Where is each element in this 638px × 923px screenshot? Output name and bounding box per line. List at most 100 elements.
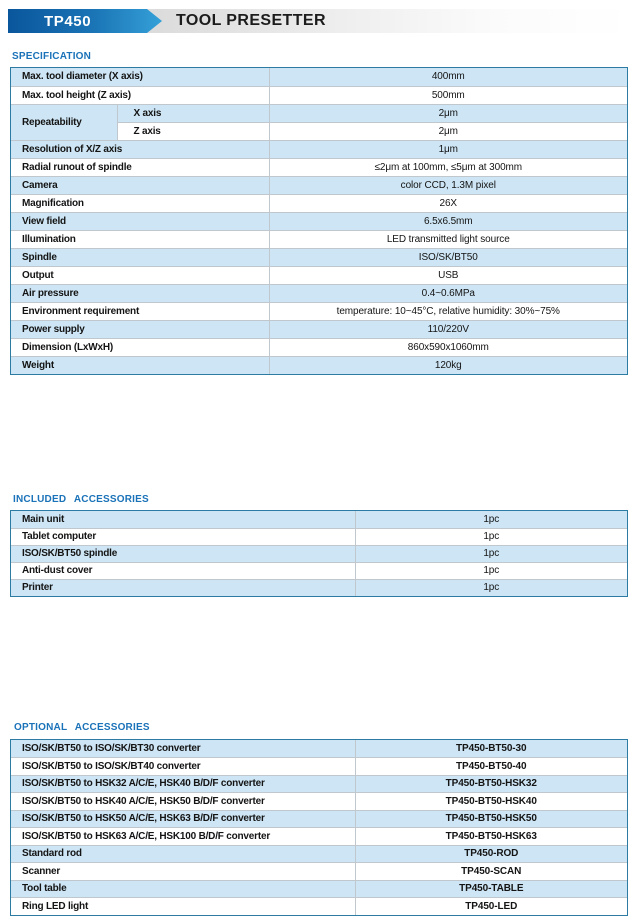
spec-group-cell: Repeatability (11, 104, 118, 141)
accessory-name-cell: Ring LED light (11, 897, 356, 915)
part-number-cell: TP450-ROD (355, 845, 627, 863)
table-row: Scanner TP450-SCAN (11, 862, 627, 881)
part-number-cell: TP450-BT50-30 (355, 740, 627, 758)
specification-table: Max. tool diameter (X axis) 400mm Max. t… (10, 67, 628, 375)
accessory-qty-cell: 1pc (355, 562, 627, 580)
accessory-name-cell: ISO/SK/BT50 to ISO/SK/BT40 converter (11, 757, 356, 776)
accessory-name-cell: Tablet computer (11, 528, 356, 546)
spec-value-cell: 6.5x6.5mm (269, 212, 627, 231)
table-row: Repeatability X axis 2μm (11, 104, 627, 141)
table-row: Weight 120kg (11, 356, 627, 374)
spec-label-cell: Power supply (11, 320, 270, 339)
part-number-cell: TP450-BT50-HSK40 (355, 792, 627, 811)
spec-value-cell: 400mm (269, 68, 627, 87)
model-name: TP450 (44, 12, 92, 30)
spec-value-cell: 500mm (269, 86, 627, 105)
accessory-qty-cell: 1pc (355, 545, 627, 563)
table-row: Main unit 1pc (11, 511, 627, 529)
part-number-cell: TP450-BT50-HSK63 (355, 827, 627, 846)
table-row: Illumination LED transmitted light sourc… (11, 230, 627, 249)
spec-sublabel-cell: Z axis (117, 122, 270, 141)
table-row: Z axis 2μm (11, 122, 627, 141)
table-row: Air pressure 0.4~0.6MPa (11, 284, 627, 303)
accessory-name-cell: Anti-dust cover (11, 562, 356, 580)
spec-label-cell: Illumination (11, 230, 270, 249)
accessory-qty-cell: 1pc (355, 528, 627, 546)
spec-value-cell: color CCD, 1.3M pixel (269, 176, 627, 195)
spec-label-cell: Output (11, 266, 270, 285)
accessory-name-cell: Scanner (11, 862, 356, 881)
table-row: Max. tool diameter (X axis) 400mm (11, 68, 627, 87)
table-row: Resolution of X/Z axis 1μm (11, 140, 627, 159)
spec-value-cell: 1μm (269, 140, 627, 159)
spec-value-cell: 860x590x1060mm (269, 338, 627, 357)
part-number-cell: TP450-BT50-HSK32 (355, 775, 627, 793)
spec-label-cell: Spindle (11, 248, 270, 267)
table-row: ISO/SK/BT50 spindle 1pc (11, 545, 627, 563)
optional-accessories-table: ISO/SK/BT50 to ISO/SK/BT30 converter TP4… (10, 739, 628, 916)
spec-label-cell: Max. tool height (Z axis) (11, 86, 270, 105)
spec-value-cell: 120kg (434, 359, 462, 371)
spec-value-cell: USB (269, 266, 627, 285)
accessory-name-cell: ISO/SK/BT50 to HSK50 A/C/E, HSK63 B/D/F … (11, 810, 356, 828)
spec-value-cell: 2μm (269, 122, 627, 141)
accessory-name-cell: ISO/SK/BT50 to HSK40 A/C/E, HSK50 B/D/F … (11, 792, 356, 811)
table-row: Dimension (LxWxH) 860x590x1060mm (11, 338, 627, 357)
accessory-name-cell: Printer (11, 579, 356, 596)
section-title-optional-accessories: OPTIONAL ACCESSORIES (14, 722, 150, 733)
table-row: Tablet computer 1pc (11, 528, 627, 546)
table-row: Anti-dust cover 1pc (11, 562, 627, 580)
accessory-name-cell: ISO/SK/BT50 to ISO/SK/BT30 converter (11, 740, 356, 758)
table-row: Environment requirement temperature: 10~… (11, 302, 627, 321)
spec-sublabel-cell: X axis (117, 104, 270, 123)
spec-value-cell: 110/220V (269, 320, 627, 339)
accessory-qty-cell: 1pc (483, 582, 500, 594)
table-row: Max. tool height (Z axis) 500mm (11, 86, 627, 105)
spec-value-cell: LED transmitted light source (269, 230, 627, 249)
accessory-name-cell: Standard rod (11, 845, 356, 863)
spec-label-cell: Magnification (11, 194, 270, 213)
spec-label-cell: Weight (11, 356, 270, 374)
spec-label-cell: Environment requirement (11, 302, 270, 321)
table-row: ISO/SK/BT50 to HSK50 A/C/E, HSK63 B/D/F … (11, 810, 627, 828)
part-number-cell: TP450-BT50-HSK50 (355, 810, 627, 828)
accessory-name-cell: ISO/SK/BT50 to HSK63 A/C/E, HSK100 B/D/F… (11, 827, 356, 846)
table-row: Printer 1pc (11, 579, 627, 596)
section-title-specification: SPECIFICATION (12, 51, 92, 62)
accessory-name-cell: ISO/SK/BT50 spindle (11, 545, 356, 563)
table-row: Power supply 110/220V (11, 320, 627, 339)
table-row: Magnification 26X (11, 194, 627, 213)
spec-value-cell: 0.4~0.6MPa (269, 284, 627, 303)
part-number-cell: TP450-BT50-40 (355, 757, 627, 776)
table-row: ISO/SK/BT50 to HSK63 A/C/E, HSK100 B/D/F… (11, 827, 627, 846)
table-row: Spindle ISO/SK/BT50 (11, 248, 627, 267)
table-row: Camera color CCD, 1.3M pixel (11, 176, 627, 195)
section-title-included-accessories: INCLUDED ACCESSORIES (13, 494, 149, 505)
spec-label-cell: Radial runout of spindle (11, 158, 270, 177)
included-accessories-table: Main unit 1pc Tablet computer 1pc ISO/SK… (10, 510, 628, 597)
model-banner-arrow: TP450 (8, 9, 162, 33)
spec-label-cell: Max. tool diameter (X axis) (11, 68, 270, 87)
table-row: ISO/SK/BT50 to HSK32 A/C/E, HSK40 B/D/F … (11, 775, 627, 793)
accessory-qty-cell: 1pc (355, 511, 627, 529)
accessory-name-cell: ISO/SK/BT50 to HSK32 A/C/E, HSK40 B/D/F … (11, 775, 356, 793)
table-row: Ring LED light TP450-LED (11, 897, 627, 915)
spec-value-cell: temperature: 10~45°C, relative humidity:… (269, 302, 627, 321)
table-row: ISO/SK/BT50 to ISO/SK/BT40 converter TP4… (11, 757, 627, 776)
table-row: View field 6.5x6.5mm (11, 212, 627, 231)
spec-label-cell: View field (11, 212, 270, 231)
spec-value-cell: ≤2μm at 100mm, ≤5μm at 300mm (269, 158, 627, 177)
table-row: Standard rod TP450-ROD (11, 845, 627, 863)
table-row: ISO/SK/BT50 to HSK40 A/C/E, HSK50 B/D/F … (11, 792, 627, 811)
spec-label-cell: Dimension (LxWxH) (11, 338, 270, 357)
spec-label-cell: Resolution of X/Z axis (11, 140, 270, 159)
table-row: ISO/SK/BT50 to ISO/SK/BT30 converter TP4… (11, 740, 627, 758)
spec-value-cell: 26X (269, 194, 627, 213)
accessory-name-cell: Main unit (11, 511, 356, 529)
spec-value-cell: 2μm (269, 104, 627, 123)
table-row: Tool table TP450-TABLE (11, 880, 627, 898)
part-number-cell: TP450-LED (465, 901, 518, 912)
table-row: Output USB (11, 266, 627, 285)
part-number-cell: TP450-TABLE (355, 880, 627, 898)
spec-value-cell: ISO/SK/BT50 (269, 248, 627, 267)
